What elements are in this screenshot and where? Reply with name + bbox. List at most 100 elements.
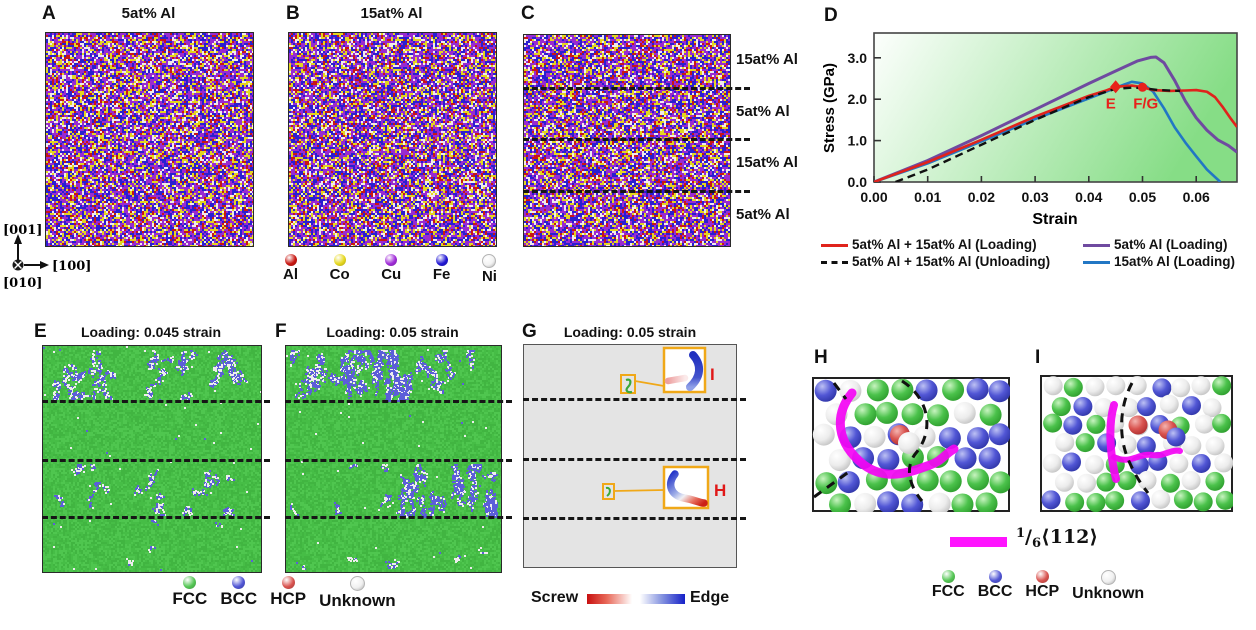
- fe-label: Fe: [432, 266, 451, 283]
- structure-legend-item: Unknown: [319, 576, 396, 611]
- panel-f-interface-line: [285, 400, 512, 403]
- callout-line-top: [634, 380, 665, 387]
- chart-legend-label: 5at% Al + 15at% Al (Loading): [852, 237, 1037, 252]
- edge-label: Edge: [690, 589, 730, 606]
- panel-a-label: A: [42, 3, 56, 24]
- structure-legend-item: FCC: [932, 570, 965, 601]
- structure-legend-item: FCC: [172, 576, 207, 609]
- dislocation-marker-box-top: [620, 374, 636, 394]
- panel-c-interface-line: [523, 190, 750, 193]
- panel-e-title: Loading: 0.045 strain: [80, 324, 222, 340]
- panel-c-layer-label: 15at% Al: [736, 154, 798, 171]
- svg-text:0.06: 0.06: [1183, 189, 1210, 205]
- dislocation-squiggle-top: [625, 378, 633, 394]
- panel-c-label: C: [521, 3, 535, 24]
- axis-right-arrowhead: [40, 261, 49, 269]
- chart-legend-label: 15at% Al (Loading): [1114, 254, 1236, 269]
- structure-legend-item: HCP: [270, 576, 306, 609]
- callout-line-bottom: [613, 489, 665, 492]
- chart-legend-sample: [1083, 243, 1110, 247]
- panel-g-overlay: I H: [602, 346, 726, 510]
- element-legend-item: Co: [330, 254, 350, 283]
- unknown-dot: [349, 576, 365, 591]
- cu-label: Cu: [381, 266, 402, 283]
- burgers-vector-label: 1/6⟨112⟩: [1016, 526, 1099, 551]
- svg-text:F/G: F/G: [1133, 95, 1158, 112]
- panel-g-interface-line: [523, 458, 746, 461]
- fcc-label: FCC: [931, 583, 965, 600]
- chart-legend-sample: [821, 260, 848, 264]
- chart-annotations: E F/G: [1106, 80, 1158, 112]
- chart-legend-item: 5at% Al + 15at% Al (Unloading): [821, 254, 1083, 270]
- panel-f-label: F: [275, 321, 287, 342]
- axis-100-label: [100]: [52, 259, 91, 274]
- screw-dislocation-tube-i: [664, 374, 689, 385]
- dislocation-marker-box-bottom: [602, 483, 615, 500]
- fe-atom-dot: [435, 254, 448, 266]
- inset-i-letter: I: [710, 365, 715, 384]
- element-legend-item: Cu: [381, 254, 401, 283]
- svg-text:1.0: 1.0: [848, 133, 868, 149]
- chart-legend-label: 5at% Al + 15at% Al (Unloading): [852, 254, 1051, 269]
- panel-b-atom-map: [288, 32, 497, 247]
- inset-h-letter: H: [714, 481, 726, 500]
- element-legend: Al Co Cu Fe Ni: [283, 254, 497, 285]
- svg-text:2.0: 2.0: [848, 91, 868, 107]
- chart-legend-item: 5at% Al + 15at% Al (Loading): [821, 237, 1083, 253]
- svg-text:0.04: 0.04: [1075, 189, 1102, 205]
- chart-series: [874, 55, 1237, 182]
- panel-e-interface-line: [42, 516, 270, 519]
- edge-dislocation-tube-i: [686, 351, 703, 391]
- svg-text:0.02: 0.02: [968, 189, 995, 205]
- svg-text:3.0: 3.0: [848, 50, 868, 66]
- panel-c-layer-label: 5at% Al: [736, 103, 790, 120]
- unknown-dot: [1100, 570, 1116, 585]
- panel-b-label: B: [286, 3, 300, 24]
- fcc-dot: [183, 576, 197, 589]
- panel-g-interface-line: [523, 517, 746, 520]
- panel-f-title: Loading: 0.05 strain: [326, 324, 459, 340]
- bcc-dot: [232, 576, 246, 589]
- panel-b-title: 15at% Al: [360, 5, 423, 22]
- element-legend-item: Fe: [432, 254, 451, 283]
- panel-e-label: E: [34, 321, 47, 342]
- panel-c-interface-line: [523, 138, 750, 141]
- panel-d-label: D: [824, 5, 838, 26]
- hcp-dot: [1035, 570, 1049, 583]
- panel-h-atomic-closeup: [812, 377, 1010, 512]
- chart-series: [874, 84, 1237, 182]
- unknown-label: Unknown: [319, 591, 396, 610]
- chart-y-axis-label: Stress (GPa): [821, 63, 838, 153]
- stress-strain-chart: 0.00 0.01 0.02 0.03 0.04 0.05 0.06 0.0 1.0 2.0 3.0…: [821, 32, 1238, 228]
- svg-text:0.01: 0.01: [914, 189, 941, 205]
- orientation-axes-widget: [001] [100] [010]: [3, 223, 91, 291]
- axis-010-label: [010]: [3, 276, 42, 291]
- structure-legend-right: FCC BCC HCP Unknown: [916, 570, 1160, 603]
- panel-e-interface-line: [42, 459, 270, 462]
- mixed-dislocation-tube-h: [666, 470, 708, 507]
- ni-atom-dot: [482, 254, 497, 268]
- chart-legend-item: 15at% Al (Loading): [1083, 254, 1256, 270]
- panel-i-label: I: [1035, 347, 1041, 368]
- panel-h-label: H: [814, 347, 828, 368]
- panel-a-atom-map: [45, 32, 254, 247]
- dislocation-squiggle-bottom: [605, 486, 611, 497]
- chart-legend: 5at% Al + 15at% Al (Loading) 5at% Al (Loa…: [821, 237, 1256, 270]
- panel-c-interface-line: [523, 87, 750, 90]
- panel-f-interface-line: [285, 459, 512, 462]
- chart-series: [874, 80, 1222, 182]
- panel-g-label: G: [522, 321, 537, 342]
- chart-legend-sample: [821, 243, 848, 247]
- element-legend-item: Ni: [482, 254, 497, 285]
- screw-edge-colorbar: [587, 594, 685, 604]
- panel-a-title: 5at% Al: [121, 5, 176, 22]
- structure-legend-left: FCC BCC HCP Unknown: [164, 576, 404, 611]
- cu-atom-dot: [385, 254, 398, 266]
- bcc-label: BCC: [977, 583, 1013, 600]
- panel-e-interface-line: [42, 400, 270, 403]
- axis-up-arrowhead: [14, 234, 22, 244]
- structure-legend-item: HCP: [1025, 570, 1059, 601]
- panel-i-atomic-closeup: [1040, 375, 1233, 512]
- al-atom-dot: [284, 254, 297, 266]
